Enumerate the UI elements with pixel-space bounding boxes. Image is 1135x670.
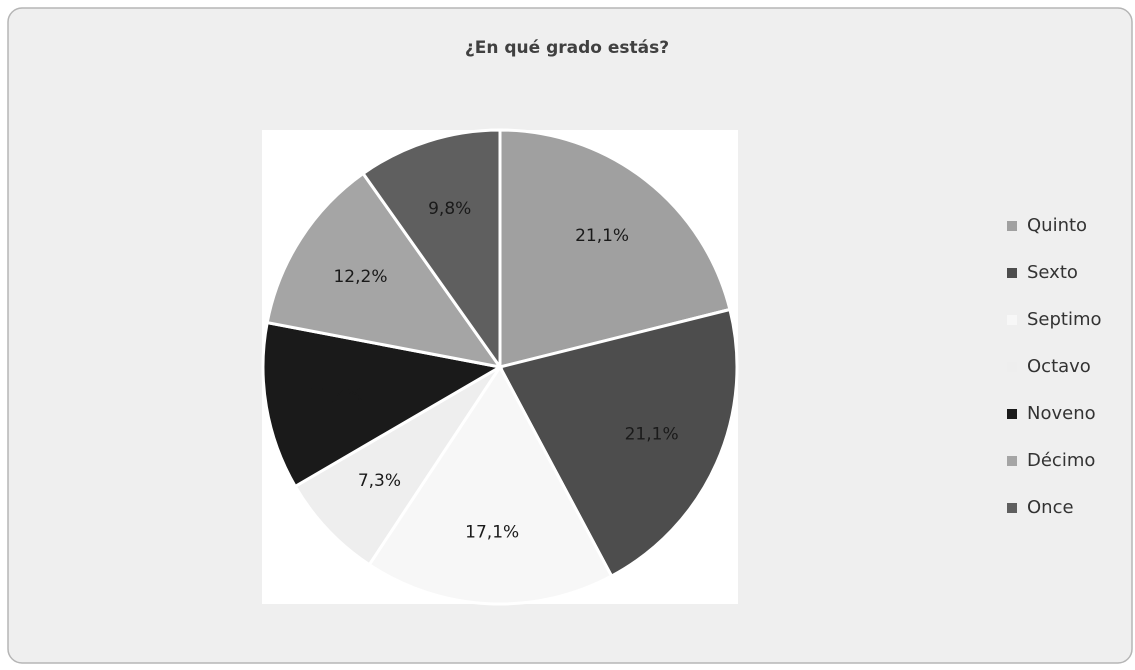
legend-label: Septimo <box>1027 309 1102 330</box>
legend-label: Noveno <box>1027 403 1096 424</box>
data-label: 11,4% <box>309 385 363 405</box>
legend-swatch <box>1007 268 1017 278</box>
legend-label: Quinto <box>1027 215 1087 236</box>
pie-slice <box>497 307 739 579</box>
pie-slice <box>498 128 732 369</box>
data-label: 7,3% <box>358 471 401 491</box>
legend-label: Sexto <box>1027 262 1078 283</box>
legend-swatch <box>1007 409 1017 419</box>
legend-swatch <box>1007 221 1017 231</box>
pie-slice <box>361 128 502 372</box>
data-label: 21,1% <box>575 226 629 246</box>
data-label: 12,2% <box>333 267 387 287</box>
chart-title: ¿En qué grado estás? <box>465 38 669 58</box>
legend-label: Once <box>1027 497 1074 518</box>
pie-slice <box>261 320 505 489</box>
legend-swatch <box>1007 362 1017 372</box>
legend-label: Décimo <box>1027 450 1095 471</box>
pie-slice <box>265 171 504 370</box>
legend-swatch <box>1007 503 1017 513</box>
legend-swatch <box>1007 456 1017 466</box>
data-label: 17,1% <box>465 523 519 543</box>
pie-slice <box>367 364 614 606</box>
pie-slice <box>293 365 502 567</box>
data-label: 9,8% <box>428 199 471 219</box>
legend-swatch <box>1007 315 1017 325</box>
legend-label: Octavo <box>1027 356 1091 377</box>
data-label: 21,1% <box>625 424 679 444</box>
